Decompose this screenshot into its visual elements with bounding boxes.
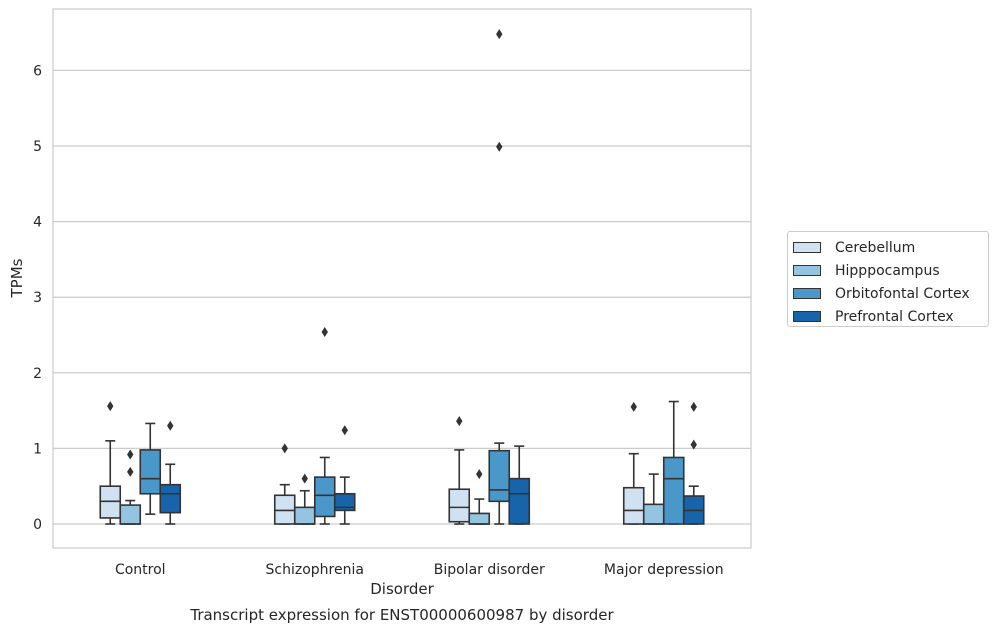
- box-plot: [333, 425, 356, 525]
- x-tick-label: Major depression: [604, 562, 724, 578]
- box-plot: [273, 443, 296, 525]
- box-plot: [488, 29, 511, 525]
- outlier-marker: [690, 401, 697, 412]
- y-tick-label: 0: [33, 517, 42, 533]
- legend-item: Prefrontal Cortex: [793, 305, 988, 328]
- legend-swatch: [793, 265, 821, 276]
- box-plot: [119, 449, 142, 525]
- outlier-marker: [341, 425, 348, 436]
- legend-swatch: [793, 242, 821, 253]
- outlier-marker: [321, 326, 328, 337]
- legend: Cerebellum Hipppocampus Orbitofontal Corte…: [787, 231, 989, 327]
- outlier-marker: [107, 401, 114, 412]
- legend-swatch: [793, 311, 821, 322]
- y-tick-label: 2: [33, 366, 42, 382]
- box: [293, 506, 316, 525]
- y-tick-labels: 0 1 2 3 4 5 6: [33, 63, 42, 533]
- box-plot: [99, 401, 122, 525]
- outlier-marker: [456, 416, 463, 427]
- box: [139, 449, 162, 495]
- x-axis-label: Disorder: [370, 580, 434, 598]
- legend-label: Prefrontal Cortex: [835, 308, 954, 325]
- box: [313, 476, 336, 518]
- box-plot: [508, 445, 531, 525]
- legend-item: Orbitofontal Cortex: [793, 282, 988, 305]
- y-tick-label: 4: [33, 215, 42, 231]
- outlier-marker: [167, 420, 174, 431]
- box: [488, 449, 511, 503]
- x-tick-label: Bipolar disorder: [434, 562, 545, 578]
- box-plot: [313, 326, 336, 525]
- box-plot: [293, 473, 316, 525]
- box-plot: [662, 400, 685, 525]
- chart-title: Transcript expression for ENST0000060098…: [190, 606, 614, 624]
- box: [468, 512, 491, 525]
- outlier-marker: [127, 449, 134, 460]
- x-tick-labels: Control Schizophrenia Bipolar disorder Majo…: [115, 562, 724, 578]
- grid-lines: [53, 69, 751, 525]
- y-axis-label: TPMs: [8, 258, 26, 298]
- outlier-marker: [127, 466, 134, 477]
- box-plot: [682, 401, 705, 525]
- legend-item: Hipppocampus: [793, 259, 988, 282]
- box-plot: [159, 420, 182, 525]
- x-tick-label: Control: [115, 562, 166, 578]
- legend-label: Hipppocampus: [835, 262, 940, 279]
- outlier-marker: [690, 439, 697, 450]
- legend-item: Cerebellum: [793, 236, 988, 259]
- box: [622, 486, 645, 525]
- legend-label: Cerebellum: [835, 239, 916, 256]
- box: [159, 483, 182, 514]
- box-plots: [99, 29, 705, 525]
- box: [119, 504, 142, 525]
- box: [662, 456, 685, 525]
- box-plot: [448, 416, 471, 525]
- box: [448, 488, 471, 523]
- box: [333, 492, 356, 512]
- box-plot: [642, 473, 665, 525]
- outlier-marker: [476, 469, 483, 480]
- plot-frame: [52, 8, 752, 549]
- outlier-marker: [496, 29, 503, 40]
- outlier-marker: [496, 141, 503, 152]
- box-plot: [622, 401, 645, 525]
- outlier-marker: [630, 401, 637, 412]
- box: [508, 477, 531, 525]
- box-plot: [468, 469, 491, 525]
- y-tick-label: 1: [33, 441, 42, 457]
- y-tick-label: 6: [33, 63, 42, 79]
- legend-swatch: [793, 288, 821, 299]
- x-tick-label: Schizophrenia: [266, 562, 364, 578]
- box-plot: [139, 422, 162, 515]
- y-tick-label: 5: [33, 139, 42, 155]
- outlier-marker: [281, 443, 288, 454]
- legend-label: Orbitofontal Cortex: [835, 285, 970, 302]
- outlier-marker: [301, 473, 308, 484]
- y-tick-label: 3: [33, 290, 42, 306]
- box: [642, 503, 665, 525]
